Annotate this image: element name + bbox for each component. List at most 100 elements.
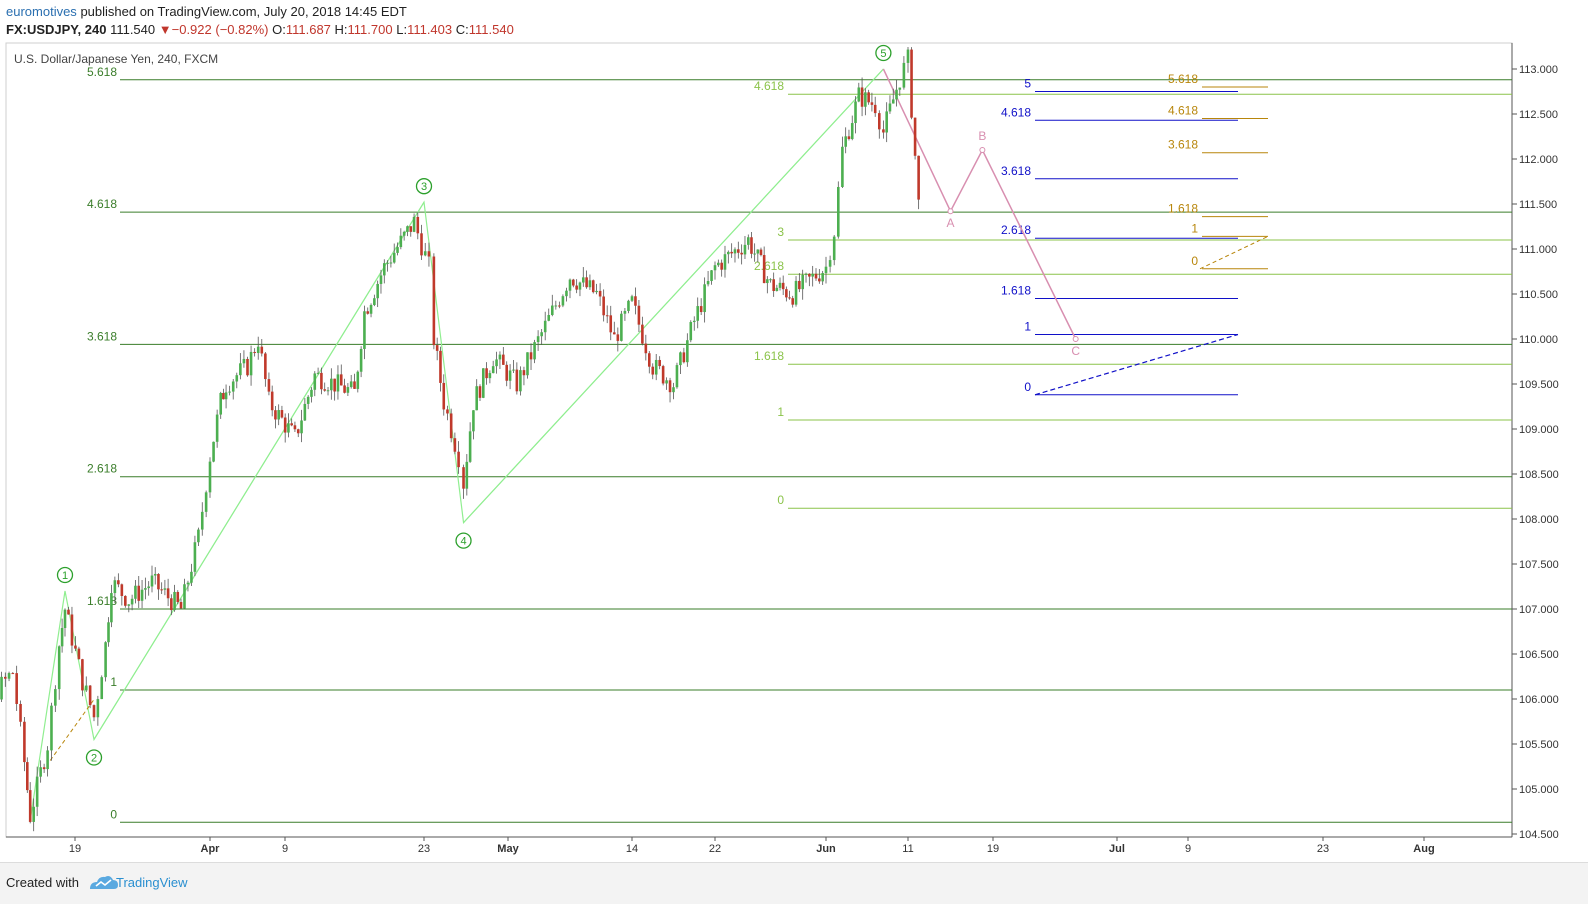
candle-down xyxy=(860,87,864,107)
candle-up xyxy=(326,390,330,392)
candle-down xyxy=(323,389,327,391)
candle-up xyxy=(565,290,568,297)
candle-up xyxy=(100,677,104,700)
candle-up xyxy=(313,373,317,390)
candle-down xyxy=(772,279,775,292)
fib-light-label: 0 xyxy=(777,493,784,507)
abc-label-C: C xyxy=(1071,344,1080,358)
candle-down xyxy=(781,282,785,290)
candle-up xyxy=(402,231,406,236)
dashed-trend-line xyxy=(49,699,95,761)
tradingview-cloud-icon[interactable] xyxy=(88,871,208,895)
fib-blue-label: 0 xyxy=(1024,380,1031,394)
candle-up xyxy=(147,586,150,589)
candle-down xyxy=(453,438,457,452)
fib-light-label: 1.618 xyxy=(754,349,784,363)
candle-up xyxy=(369,305,373,314)
fib-main-label: 2.618 xyxy=(87,462,117,476)
candle-up xyxy=(832,236,836,261)
candle-down xyxy=(117,580,120,585)
candle-down xyxy=(290,423,293,426)
candle-down xyxy=(353,381,356,389)
candle-down xyxy=(280,410,284,418)
candle-down xyxy=(502,354,505,365)
fib-main-label: 4.618 xyxy=(87,197,117,211)
candle-down xyxy=(558,305,561,307)
candle-up xyxy=(675,365,679,388)
price-tick-label: 107.000 xyxy=(1519,604,1559,616)
candle-up xyxy=(330,378,333,391)
candle-down xyxy=(439,350,442,383)
tradingview-brand[interactable]: TradingView xyxy=(116,875,188,890)
fib-main-label: 1.618 xyxy=(87,594,117,608)
candle-up xyxy=(801,274,804,290)
price-chart[interactable]: U.S. Dollar/Japanese Yen, 240, FXCM 5.61… xyxy=(0,40,1588,862)
price-tick-label: 104.500 xyxy=(1519,829,1559,841)
candle-down xyxy=(644,343,648,354)
candle-up xyxy=(581,277,585,283)
candle-down xyxy=(634,296,637,306)
candle-up xyxy=(488,373,492,379)
high-value: 111.700 xyxy=(347,22,393,37)
candle-up xyxy=(163,588,167,590)
candle-down xyxy=(750,237,753,254)
candle-down xyxy=(19,703,22,722)
candle-up xyxy=(183,584,186,609)
candle-down xyxy=(637,305,641,325)
candle-down xyxy=(267,379,271,392)
author-link[interactable]: euromotives xyxy=(6,4,77,19)
candle-down xyxy=(427,251,431,257)
wave-lines xyxy=(29,68,1269,821)
candle-up xyxy=(844,136,847,147)
candle-down xyxy=(647,353,651,367)
candle-up xyxy=(703,284,706,313)
candle-down xyxy=(598,290,602,297)
price-tick-label: 107.500 xyxy=(1519,559,1559,571)
candle-up xyxy=(359,348,363,372)
down-arrow-icon: ▼ xyxy=(158,22,172,37)
candle-up xyxy=(747,237,750,245)
time-tick-label: Apr xyxy=(201,843,221,855)
candle-up xyxy=(134,585,137,599)
fib-gold-label: 3.618 xyxy=(1168,138,1198,152)
candle-up xyxy=(837,186,840,237)
candle-up xyxy=(303,403,307,421)
candle-down xyxy=(818,278,821,282)
candle-up xyxy=(550,305,554,316)
candle-up xyxy=(689,322,693,341)
created-with-text: Created with xyxy=(6,875,79,890)
time-tick-label: 19 xyxy=(987,843,999,855)
candle-up xyxy=(828,260,832,267)
candle-down xyxy=(77,648,81,660)
candle-down xyxy=(42,767,46,770)
candle-up xyxy=(57,646,61,690)
candle-down xyxy=(416,216,420,234)
candle-up xyxy=(850,123,854,140)
candle-up xyxy=(215,414,219,442)
candle-down xyxy=(910,49,913,118)
candle-up xyxy=(173,591,176,611)
candle-up xyxy=(32,806,35,822)
candle-up xyxy=(841,146,844,187)
abc-point xyxy=(979,147,986,153)
time-tick-label: Jun xyxy=(816,843,836,855)
candle-down xyxy=(720,262,723,270)
candle-down xyxy=(730,251,733,254)
candle-down xyxy=(179,602,183,609)
time-tick-label: 9 xyxy=(1185,843,1191,855)
candle-up xyxy=(620,313,623,341)
candle-down xyxy=(873,104,877,114)
candle-down xyxy=(682,352,686,363)
candle-down xyxy=(15,673,18,704)
candle-down xyxy=(70,614,74,646)
chart-header: euromotives published on TradingView.com… xyxy=(0,0,1588,40)
candle-down xyxy=(585,277,588,288)
candle-down xyxy=(505,364,509,381)
candle-down xyxy=(699,306,703,313)
price-tick-label: 108.000 xyxy=(1519,514,1559,526)
candle-down xyxy=(641,324,644,344)
candle-down xyxy=(260,346,264,354)
candle-up xyxy=(113,580,117,594)
candle-down xyxy=(176,591,180,603)
candle-up xyxy=(679,352,682,366)
